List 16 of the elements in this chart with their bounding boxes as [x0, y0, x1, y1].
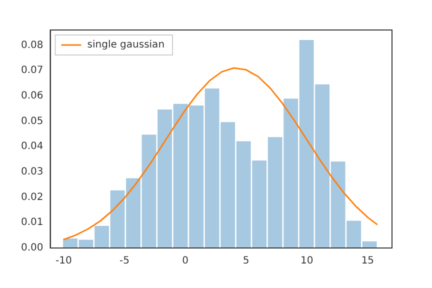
- y-tick-label: 0.07: [21, 65, 44, 76]
- x-tick-label: 15: [361, 256, 374, 267]
- y-tick-label: 0.01: [21, 217, 44, 228]
- x-tick-label: 0: [182, 256, 188, 267]
- x-tick-label: 10: [300, 256, 314, 267]
- y-tick-label: 0.05: [21, 116, 44, 127]
- y-tick-label: 0.03: [21, 166, 44, 178]
- y-tick-label: 0.04: [21, 141, 44, 152]
- y-tick-label: 0.02: [21, 192, 44, 203]
- y-tick-label: 0.08: [21, 40, 44, 51]
- legend-label: single gaussian: [87, 40, 165, 51]
- x-tick-label: -10: [55, 256, 72, 267]
- y-tick-label: 0.06: [21, 90, 44, 102]
- x-tick-label: 5: [242, 256, 250, 267]
- y-tick-label: 0.00: [21, 242, 44, 254]
- x-tick-label: -5: [119, 256, 130, 267]
